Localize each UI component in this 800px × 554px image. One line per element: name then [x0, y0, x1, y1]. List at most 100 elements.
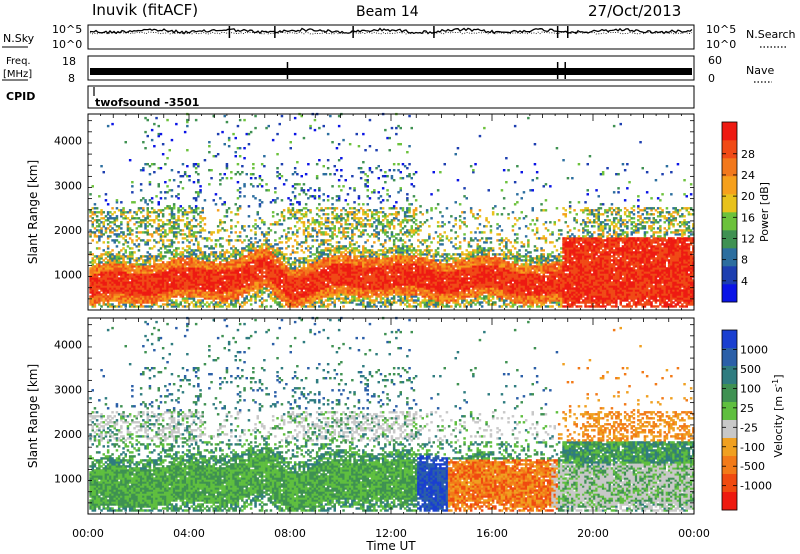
power-cell [146, 291, 149, 294]
power-cell [249, 229, 253, 232]
power-cell [280, 251, 284, 254]
power-cell [100, 211, 103, 214]
power-cell [379, 168, 383, 172]
power-cell [300, 241, 303, 244]
power-cell [199, 277, 202, 280]
power-cell [201, 275, 204, 278]
power-cell [324, 207, 328, 210]
power-cell [232, 271, 235, 274]
power-cell [95, 225, 99, 228]
power-cell [115, 217, 119, 220]
power-cell [98, 239, 101, 242]
power-cell [212, 297, 215, 300]
power-cell [307, 197, 310, 200]
power-cell [331, 211, 334, 214]
power-cell [183, 172, 187, 176]
power-cell [120, 263, 123, 266]
power-cell [128, 233, 132, 236]
power-cell [392, 253, 396, 256]
power-cell [236, 213, 240, 216]
power-cell [368, 144, 372, 148]
power-cell [337, 142, 341, 146]
power-cell [320, 239, 323, 242]
power-cell [199, 287, 202, 290]
power-cell [368, 271, 372, 274]
power-cell [370, 299, 374, 302]
power-cell [170, 269, 174, 272]
power-cell [166, 287, 169, 290]
power-cell [179, 291, 182, 294]
power-cell [177, 289, 180, 292]
power-cell [216, 283, 220, 286]
power-cell [104, 269, 108, 272]
power-cell [146, 283, 149, 286]
power-cell [159, 211, 163, 214]
power-cell [177, 265, 180, 268]
power-cell [128, 229, 132, 232]
power-cell [188, 231, 191, 234]
power-cell [150, 305, 154, 308]
power-cell [331, 301, 334, 304]
power-cell [164, 263, 167, 266]
power-cell [329, 227, 332, 230]
power-cell [131, 275, 134, 278]
power-cell [113, 297, 116, 300]
power-cell [111, 239, 114, 242]
power-cell [155, 279, 158, 282]
power-cell [269, 229, 273, 232]
power-cell [133, 301, 136, 304]
power-cell [153, 239, 156, 242]
power-cell [260, 201, 264, 204]
power-cell [144, 295, 147, 298]
power-cell [137, 297, 141, 300]
power-cell [199, 217, 202, 220]
power-cell [133, 287, 136, 290]
power-cell [199, 261, 202, 264]
power-cell [183, 297, 187, 300]
power-cell [122, 265, 125, 268]
power-cell [157, 166, 160, 170]
power-cell [311, 271, 314, 274]
power-cell [212, 114, 215, 118]
power-cell [135, 299, 138, 302]
power-cell [245, 235, 248, 238]
power-cell [139, 279, 143, 282]
power-cell [95, 215, 99, 218]
power-cell [106, 289, 110, 292]
power-cell [168, 267, 171, 270]
power-cell [113, 257, 116, 260]
power-cell [254, 247, 257, 250]
power-cell [93, 273, 97, 276]
power-cell [307, 259, 310, 262]
power-cell [172, 271, 176, 274]
power-cell [179, 287, 182, 290]
power-cell [216, 287, 220, 290]
power-cell [203, 261, 207, 264]
power-cell [221, 176, 224, 180]
power-cell [155, 303, 158, 306]
power-cell [104, 285, 108, 288]
power-cell [225, 257, 229, 260]
power-cell [148, 277, 152, 280]
power-cell [203, 285, 207, 288]
power-cell [346, 193, 350, 196]
power-cell [221, 253, 224, 256]
power-cell [170, 305, 174, 308]
power-cell [166, 245, 169, 248]
power-cell [293, 170, 297, 174]
power-cell [139, 283, 143, 286]
power-cell [238, 154, 242, 158]
power-cell [155, 287, 158, 290]
power-cell [192, 235, 196, 238]
power-cell [199, 263, 202, 266]
power-cell [236, 259, 240, 262]
power-cell [133, 305, 136, 308]
power-cell [186, 148, 189, 152]
power-cell [309, 271, 312, 274]
power-cell [357, 217, 361, 220]
power-cell [214, 267, 218, 270]
power-cell [276, 221, 279, 224]
power-cell [155, 283, 158, 286]
power-cell [388, 136, 391, 140]
power-cell [161, 152, 165, 156]
